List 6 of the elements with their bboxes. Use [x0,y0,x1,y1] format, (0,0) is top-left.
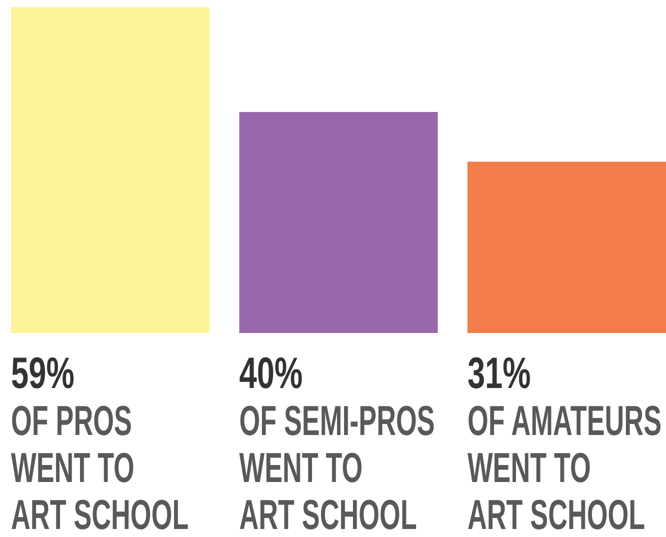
data-label: 59% [11,348,74,398]
x-tick-label: OF SEMI-PROS WENT TO ART SCHOOL [239,398,435,537]
data-label: 31% [467,348,531,398]
data-label: 40% [239,348,303,398]
x-tick-label: OF AMATEURS WENT TO ART SCHOOL [467,398,662,537]
x-tick-label: OF PROS WENT TO ART SCHOOL [11,398,189,537]
